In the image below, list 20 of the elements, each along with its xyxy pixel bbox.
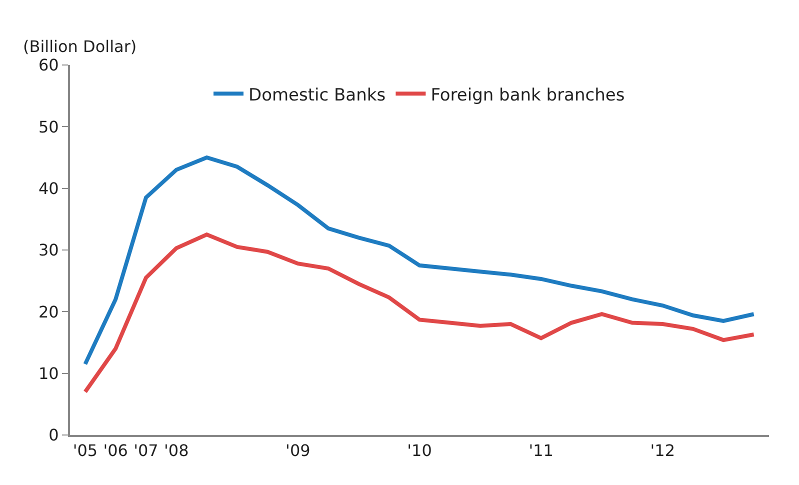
line-series [83,156,756,366]
x-tick-label: '08 [164,441,189,460]
legend-label: Domestic Banks [248,85,386,106]
y-tick-label: 20 [38,302,59,322]
x-tick-label: '05 [72,441,98,460]
y-tick-label: 10 [38,364,59,383]
y-tick-label: 50 [38,117,59,136]
y-axis-title: (Billion Dollar) [23,37,137,56]
x-tick-label: '07 [134,441,158,460]
legend-label: Foreign bank branches [430,85,625,106]
x-tick-label: '12 [650,441,676,460]
y-tick-label: 30 [38,240,59,260]
x-tick-label: '11 [528,441,554,460]
y-tick-label: 60 [38,56,59,75]
x-tick-label: '09 [286,441,310,460]
x-tick-label: '10 [407,441,432,460]
y-tick-label: 0 [48,426,59,445]
x-tick-label: '06 [103,441,128,460]
y-tick-label: 40 [38,178,59,198]
line-series [83,232,756,394]
